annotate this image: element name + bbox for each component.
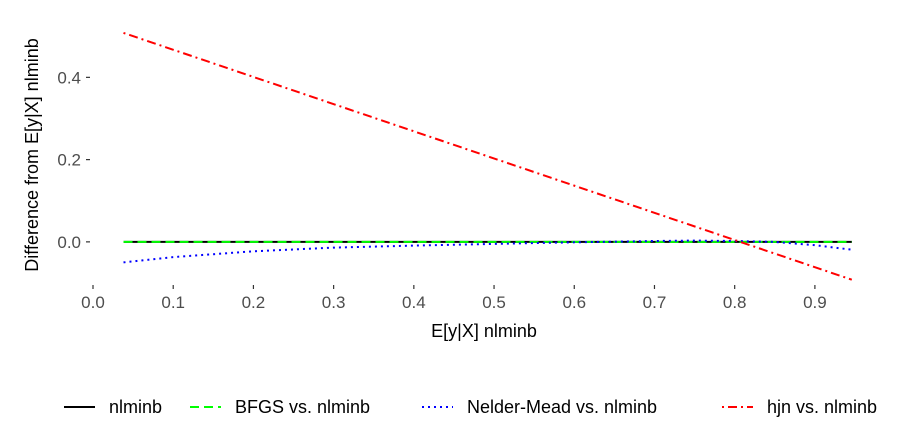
legend-label-4: hjn vs. nlminb — [767, 397, 877, 417]
plot-area — [123, 31, 853, 281]
legend-label-3: Nelder-Mead vs. nlminb — [467, 397, 657, 417]
x-tick-label: 0.4 — [402, 293, 426, 312]
x-tick-label: 0.2 — [242, 293, 266, 312]
y-tick-label: 0.2 — [57, 151, 81, 170]
x-tick-label: 0.6 — [562, 293, 586, 312]
legend-label-2: BFGS vs. nlminb — [235, 397, 370, 417]
y-tick-label: 0.0 — [57, 233, 81, 252]
series-line-3 — [123, 239, 852, 264]
x-tick-label: 0.8 — [723, 293, 747, 312]
x-tick-label: 0.7 — [643, 293, 667, 312]
series-line-4 — [123, 31, 853, 281]
x-tick-label: 0.0 — [81, 293, 105, 312]
x-tick-label: 0.9 — [803, 293, 827, 312]
y-tick-label: 0.4 — [57, 68, 81, 87]
x-axis: 0.0 0.1 0.2 0.3 0.4 0.5 0.6 0.7 0.8 0.9 — [81, 285, 827, 312]
x-tick-label: 0.5 — [482, 293, 506, 312]
y-axis: 0.0 0.2 0.4 — [57, 68, 90, 252]
x-axis-title: E[y|X] nlminb — [431, 321, 537, 341]
x-tick-label: 0.1 — [161, 293, 185, 312]
y-axis-title: Difference from E[y|X] nlminb — [22, 38, 42, 271]
x-tick-label: 0.3 — [322, 293, 346, 312]
legend: nlminb BFGS vs. nlminb Nelder-Mead vs. nlm… — [64, 397, 877, 417]
legend-label-1: nlminb — [109, 397, 162, 417]
